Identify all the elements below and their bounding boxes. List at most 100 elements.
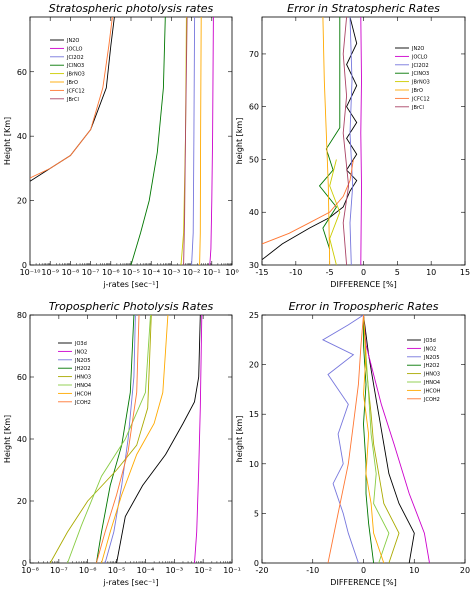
x-tick-label: 5 bbox=[395, 268, 400, 277]
x-axis-label: j-rates [sec⁻¹] bbox=[102, 578, 158, 587]
y-axis-label: height [km] bbox=[235, 118, 244, 165]
y-tick-label: 5 bbox=[254, 509, 259, 518]
series-line-JNO2 bbox=[363, 315, 430, 563]
x-tick-label: 10⁻¹ bbox=[203, 268, 221, 277]
y-tick-label: 60 bbox=[17, 68, 27, 77]
legend-entry: JBrCl bbox=[66, 97, 79, 103]
x-tick-label: -10 bbox=[306, 566, 319, 575]
series-line-JCFC12 bbox=[30, 17, 113, 179]
legend-entry: JH2O2 bbox=[74, 366, 91, 372]
legend-entry: JCFC12 bbox=[66, 88, 85, 94]
y-tick-label: 10 bbox=[249, 460, 259, 469]
legend-entry: JO3d bbox=[74, 341, 87, 347]
x-tick-label: -15 bbox=[255, 268, 268, 277]
x-tick-label: -20 bbox=[255, 566, 268, 575]
series-line-JHCOH bbox=[363, 315, 385, 563]
x-tick-label: 10⁻² bbox=[194, 566, 212, 575]
chart-2: Tropospheric Photolysis Rates 10⁻⁸ 10⁻⁷ 10⁻… bbox=[3, 300, 241, 587]
x-tick-label: 10⁻⁴ bbox=[137, 566, 155, 575]
x-tick-label: 10 bbox=[426, 268, 436, 277]
legend-entry: JH2O2 bbox=[423, 363, 440, 369]
x-tick-label: 10⁻⁷ bbox=[50, 566, 68, 575]
x-tick-label: 10⁻¹⁰ bbox=[20, 268, 41, 277]
series-line-JHNO3 bbox=[49, 315, 152, 563]
y-tick-label: 0 bbox=[22, 559, 27, 568]
series-line-JBrO bbox=[322, 17, 331, 265]
y-tick-label: 60 bbox=[249, 103, 259, 112]
x-tick-label: 10⁻⁹ bbox=[41, 268, 59, 277]
series-line-JO3d bbox=[363, 315, 415, 563]
chart-title: Tropospheric Photolysis Rates bbox=[49, 300, 214, 313]
legend-entry: JCOH2 bbox=[74, 400, 91, 406]
legend-entry: JN2O bbox=[66, 38, 79, 44]
series-line-JCFC12 bbox=[262, 159, 354, 245]
series-line-JBrNO3 bbox=[329, 159, 341, 265]
series-line-JHCOH bbox=[101, 315, 169, 563]
y-tick-label: 40 bbox=[249, 208, 259, 217]
x-tick-label: 10⁻⁸ bbox=[62, 268, 80, 277]
legend-entry: JBrO bbox=[411, 88, 423, 94]
x-tick-label: -5 bbox=[326, 268, 334, 277]
series-line-JCl2O2 bbox=[191, 17, 196, 265]
y-tick-label: 30 bbox=[249, 261, 259, 270]
x-tick-label: 0 bbox=[361, 566, 366, 575]
x-axis-label: j-rates [sec⁻¹] bbox=[102, 280, 158, 289]
x-tick-label: 10⁻⁵ bbox=[122, 268, 140, 277]
x-tick-label: 10⁻³ bbox=[165, 566, 183, 575]
chart-title: Stratospheric photolysis rates bbox=[49, 2, 214, 15]
series-line-JOCLO bbox=[209, 17, 214, 265]
series-line-JNO2 bbox=[194, 315, 203, 563]
x-tick-label: 10⁻⁶ bbox=[79, 566, 97, 575]
x-axis-label: DIFFERENCE [%] bbox=[330, 280, 396, 289]
chart-title: Error in Stratospheric Rates bbox=[287, 2, 440, 15]
x-tick-label: 15 bbox=[460, 268, 470, 277]
legend-entry: JHCOH bbox=[423, 388, 441, 394]
legend-entry: JOCLO bbox=[411, 54, 428, 60]
series-line-JOCLO bbox=[360, 17, 362, 265]
legend-entry: JBrO bbox=[66, 80, 78, 86]
y-tick-label: 70 bbox=[249, 50, 259, 59]
legend-entry: JClNO3 bbox=[411, 71, 429, 77]
x-tick-label: 20 bbox=[460, 566, 470, 575]
plot-frame bbox=[29, 16, 233, 266]
legend-entry: JOCLO bbox=[66, 46, 83, 52]
series-line-JH2O2 bbox=[363, 315, 375, 563]
x-tick-label: 10⁻⁸ bbox=[21, 566, 39, 575]
legend-entry: JHCOH bbox=[74, 391, 92, 397]
series-line-JN2O5 bbox=[321, 315, 364, 563]
y-tick-label: 40 bbox=[17, 435, 27, 444]
x-tick-label: -10 bbox=[289, 268, 302, 277]
y-axis-label: Height [Km] bbox=[3, 415, 12, 463]
legend-entry: JNO2 bbox=[423, 346, 436, 352]
legend-entry: JBrNO3 bbox=[66, 72, 85, 78]
legend-entry: JBrNO3 bbox=[411, 80, 430, 86]
legend-entry: JClNO3 bbox=[66, 63, 84, 69]
x-tick-label: 10⁻³ bbox=[163, 268, 181, 277]
x-tick-label: 10⁻⁴ bbox=[142, 268, 160, 277]
x-tick-label: 10⁻⁷ bbox=[82, 268, 100, 277]
y-tick-label: 25 bbox=[249, 311, 259, 320]
y-tick-label: 50 bbox=[249, 155, 259, 164]
series-line-JHNO4 bbox=[67, 315, 151, 563]
y-axis-label: Height [Km] bbox=[3, 117, 12, 165]
chart-1: Error in Stratospheric Rates -15 -10 -5 0 5 10… bbox=[235, 2, 470, 289]
y-tick-label: 20 bbox=[17, 497, 27, 506]
y-tick-label: 0 bbox=[22, 261, 27, 270]
series-line-JBrO bbox=[199, 17, 202, 265]
x-tick-label: 0 bbox=[361, 268, 366, 277]
x-tick-label: 10⁻⁶ bbox=[102, 268, 120, 277]
legend-entry: JCFC12 bbox=[411, 96, 430, 102]
series-line-JO3d bbox=[116, 315, 201, 563]
chart-3: Error in Tropospheric Rates -20 -10 0 10 20 0 5… bbox=[235, 300, 470, 587]
x-axis-label: DIFFERENCE [%] bbox=[330, 578, 396, 587]
legend-entry: JN2O5 bbox=[74, 358, 91, 364]
legend-entry: JHNO4 bbox=[74, 383, 91, 389]
series-line-JClNO3 bbox=[130, 17, 166, 265]
legend-entry: JNO2 bbox=[74, 349, 87, 355]
series-line-JCOH2 bbox=[95, 315, 140, 563]
y-tick-label: 0 bbox=[254, 559, 259, 568]
series-line-JH2O2 bbox=[95, 315, 135, 563]
series-line-JBrCl bbox=[183, 17, 188, 265]
